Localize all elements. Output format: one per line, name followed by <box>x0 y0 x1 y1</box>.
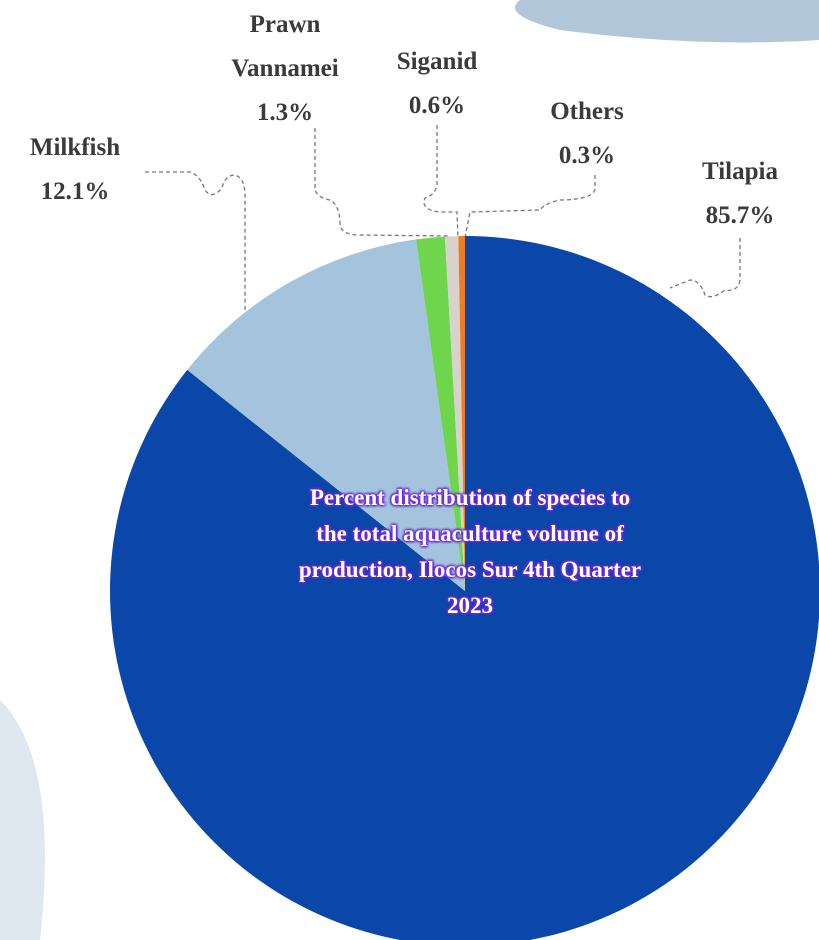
category-label: Prawn Vannamei <box>231 11 339 82</box>
background-wash <box>0 700 45 940</box>
value-label: 1.3% <box>256 99 314 126</box>
leader-lines <box>145 125 741 315</box>
category-label: Others <box>550 98 624 125</box>
slice-label: Prawn Vannamei 1.3% <box>200 3 370 135</box>
slice-label: Siganid 0.6% <box>357 40 517 128</box>
value-label: 85.7% <box>705 202 775 229</box>
category-label: Siganid <box>396 48 478 75</box>
value-label: 0.6% <box>408 92 466 119</box>
category-label: Tilapia <box>702 158 778 185</box>
pie-slice <box>187 239 465 591</box>
pie-slice <box>458 236 465 591</box>
background-wash <box>515 0 819 43</box>
value-label: 0.3% <box>558 142 616 169</box>
category-label: Milkfish <box>29 134 121 161</box>
chart-title: Percent distribution of species to the t… <box>298 485 642 618</box>
pie-slice <box>416 236 465 591</box>
slice-label: Milkfish 12.1% <box>0 126 155 214</box>
slice-label: Tilapia 85.7% <box>660 150 819 238</box>
slice-label: Others 0.3% <box>507 90 667 178</box>
pie-slice <box>110 236 819 940</box>
pie-slice <box>444 236 465 592</box>
value-label: 12.1% <box>40 178 110 205</box>
pie <box>110 236 819 940</box>
